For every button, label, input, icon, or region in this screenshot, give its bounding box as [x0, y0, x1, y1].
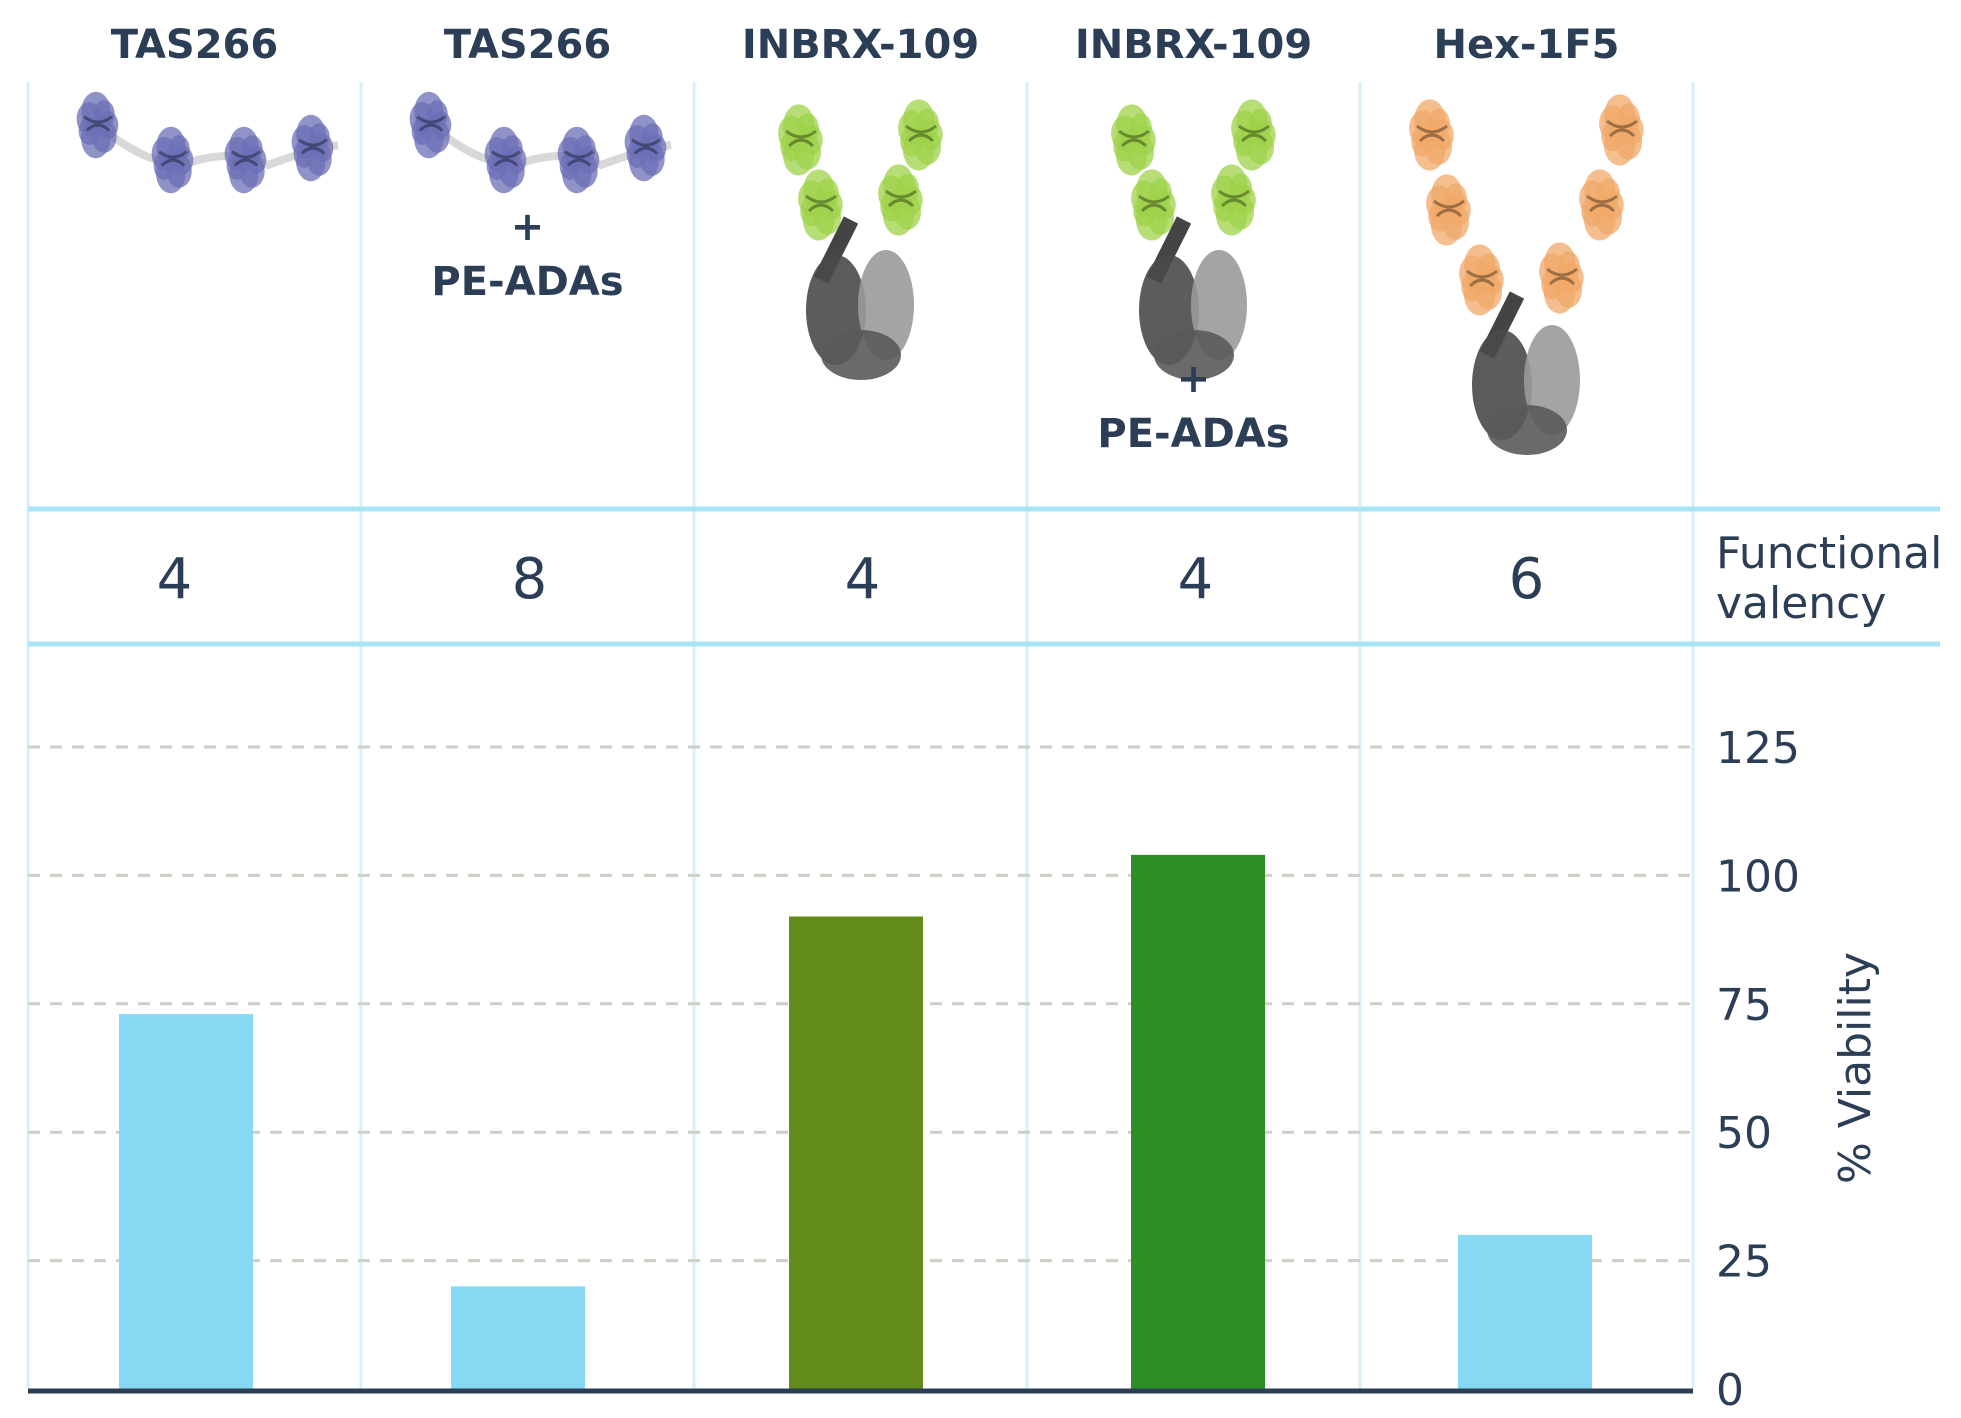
- y-tick-label: 75: [1716, 980, 1772, 1031]
- protein-strands: [1433, 199, 1465, 218]
- bar-2: [451, 1286, 585, 1389]
- protein-strands: [158, 150, 188, 167]
- protein-strands: [805, 194, 837, 213]
- protein-domain-blob: [574, 135, 596, 164]
- y-tick-label: 50: [1716, 1108, 1772, 1159]
- column-header-label: INBRX-109: [742, 22, 979, 68]
- functional-valency-value: 4: [157, 547, 193, 612]
- protein-domain-blob: [501, 135, 523, 164]
- functional-valency-value: 4: [845, 547, 881, 612]
- protein-domain-blob: [168, 135, 190, 164]
- molecule-structure-5: [1409, 94, 1644, 455]
- y-tick-label: 100: [1716, 851, 1800, 902]
- protein-domain-blob: [1129, 113, 1152, 144]
- molecule-structure-3: [778, 99, 943, 380]
- protein-strands: [1238, 124, 1270, 143]
- protein-domain-blob: [1249, 108, 1272, 139]
- molecule-structure-1: [76, 91, 339, 194]
- fc-domain-blob: [821, 330, 901, 380]
- column-header-label: TAS266: [444, 22, 611, 68]
- functional-valency-value: 4: [1178, 547, 1214, 612]
- fc-domain-blob: [1154, 330, 1234, 380]
- protein-domain-blob: [796, 113, 819, 144]
- protein-strands: [564, 150, 594, 167]
- y-tick-label: 25: [1716, 1237, 1772, 1288]
- molecule-structure-4: [1111, 99, 1276, 380]
- protein-domain-blob: [1597, 178, 1620, 209]
- annotation-plus: +: [511, 204, 545, 250]
- protein-domain-blob: [308, 123, 330, 152]
- column-header-label: TAS266: [111, 22, 278, 68]
- protein-domain-blob: [916, 108, 939, 139]
- protein-domain-blob: [641, 123, 663, 152]
- y-tick-label: 0: [1716, 1365, 1744, 1416]
- protein-strands: [83, 115, 113, 132]
- protein-strands: [491, 150, 521, 167]
- protein-strands: [1586, 194, 1618, 213]
- y-axis-title: % Viability: [1830, 952, 1881, 1184]
- column-header-label: INBRX-109: [1075, 22, 1312, 68]
- protein-domain-blob: [426, 100, 448, 129]
- protein-domain-blob: [1229, 173, 1252, 204]
- functional-valency-label: valency: [1716, 578, 1886, 629]
- fc-domain-blob: [1487, 405, 1567, 455]
- protein-domain-blob: [896, 173, 919, 204]
- protein-strands: [1118, 129, 1150, 148]
- protein-domain-blob: [1149, 178, 1172, 209]
- protein-domain-blob: [241, 135, 263, 164]
- protein-strands: [1466, 269, 1498, 288]
- protein-strands: [231, 150, 261, 167]
- functional-valency-label: Functional: [1716, 528, 1942, 579]
- protein-domain-blob: [1557, 251, 1580, 282]
- protein-strands: [631, 138, 661, 155]
- protein-strands: [1606, 119, 1638, 138]
- protein-domain-blob: [1617, 103, 1640, 134]
- annotation-pe-adas: PE-ADAs: [1097, 411, 1289, 457]
- protein-strands: [905, 124, 937, 143]
- protein-strands: [1546, 267, 1578, 286]
- annotation-pe-adas: PE-ADAs: [431, 259, 623, 305]
- molecule-structure-2: [409, 91, 672, 194]
- protein-strands: [1218, 189, 1250, 208]
- protein-strands: [298, 138, 328, 155]
- protein-domain-blob: [93, 100, 115, 129]
- column-header-label: Hex-1F5: [1434, 22, 1620, 68]
- protein-domain-blob: [816, 178, 839, 209]
- bar-4: [1131, 854, 1265, 1389]
- annotation-plus: +: [1177, 356, 1211, 402]
- bar-1: [119, 1014, 253, 1389]
- functional-valency-value: 8: [512, 547, 548, 612]
- protein-domain-blob: [1477, 253, 1500, 284]
- protein-domain-blob: [1427, 108, 1450, 139]
- protein-strands: [416, 115, 446, 132]
- protein-strands: [1416, 124, 1448, 143]
- protein-strands: [885, 189, 917, 208]
- protein-strands: [1138, 194, 1170, 213]
- y-tick-label: 125: [1716, 723, 1800, 774]
- bar-5: [1458, 1234, 1592, 1389]
- protein-strands: [785, 129, 817, 148]
- functional-valency-value: 6: [1509, 547, 1545, 612]
- bar-3: [789, 916, 923, 1389]
- protein-domain-blob: [1444, 183, 1467, 214]
